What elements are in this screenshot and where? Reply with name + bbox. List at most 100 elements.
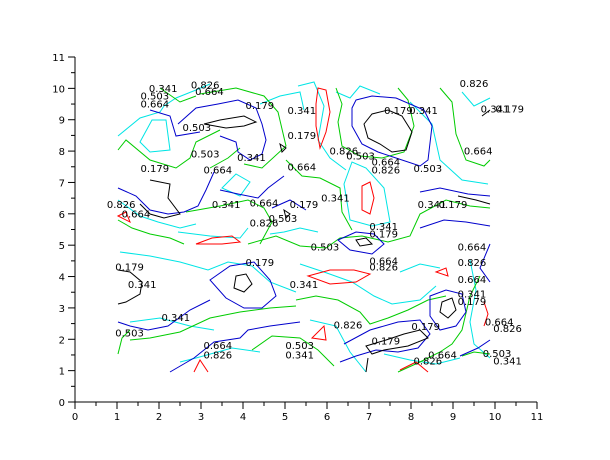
contour-level-label: 0.664	[464, 147, 493, 158]
y-tick-label: 8	[59, 147, 65, 158]
contour-cyan-14	[399, 263, 441, 273]
contour-green-1	[117, 129, 221, 169]
contour-cyan-18	[309, 319, 367, 373]
x-ticks: 0 1 2 3 4 5 6 7 8 9 10 11	[72, 402, 544, 423]
y-ticks: 0 1 2 3 4 5 6 7 8 9 10 11	[52, 53, 75, 409]
contour-black-4	[139, 179, 181, 219]
y-tick-label: 5	[59, 241, 65, 252]
contour-blue-10	[209, 261, 277, 309]
contour-level-label: 0.179	[439, 200, 468, 211]
contour-level-label: 0.179	[245, 101, 274, 112]
contour-level-label: 0.664	[369, 256, 398, 267]
contour-level-label: 0.179	[290, 200, 319, 211]
contour-level-label: 0.179	[245, 258, 274, 269]
contour-blue-7	[337, 231, 385, 255]
contour-level-label: 0.341	[149, 84, 178, 95]
contour-blue-16	[479, 243, 491, 283]
y-tick-label: 6	[59, 210, 65, 221]
contour-black-8	[233, 273, 253, 293]
contour-level-label: 0.664	[287, 162, 316, 173]
contour-blue-1	[149, 109, 201, 137]
contour-blue-5	[219, 175, 285, 199]
y-tick-label: 7	[59, 178, 65, 189]
contour-level-label: 0.664	[203, 341, 232, 352]
contour-level-label: 0.341	[128, 280, 157, 291]
contour-level-label: 0.503	[191, 150, 220, 161]
contour-blue-8	[419, 187, 491, 197]
contour-cyan-5	[335, 85, 381, 99]
contour-level-label: 0.179	[371, 336, 400, 347]
contour-level-label: 0.664	[458, 275, 487, 286]
contour-level-label: 0.826	[460, 79, 489, 90]
contour-level-label: 0.341	[237, 153, 266, 164]
contour-level-label: 0.826	[107, 200, 136, 211]
contour-level-label: 0.179	[140, 164, 169, 175]
y-tick-label: 10	[52, 84, 65, 95]
contour-level-label: 0.503	[483, 349, 512, 360]
contour-cyan-9	[119, 251, 297, 293]
contour-level-label: 0.826	[458, 258, 487, 269]
contour-red-2	[361, 181, 375, 215]
x-tick-label: 3	[198, 412, 204, 423]
contour-cyan-15	[469, 259, 491, 359]
contour-green-5	[285, 159, 353, 231]
contour-level-label: 0.179	[115, 263, 144, 274]
contour-black-11	[365, 329, 429, 355]
contour-green-3	[199, 87, 287, 169]
contour-green-11	[129, 305, 297, 341]
contour-blue-13	[169, 321, 301, 373]
contour-blue-12	[117, 299, 211, 331]
contour-cyan-12	[343, 161, 391, 227]
contour-red-10	[483, 301, 489, 327]
contour-level-label: 0.826	[413, 357, 442, 368]
contour-black-3	[363, 109, 413, 153]
contour-level-label: 0.826	[250, 219, 279, 230]
contour-green-15	[117, 329, 131, 355]
contour-black-5	[283, 208, 291, 219]
contour-level-label: 0.179	[384, 106, 413, 117]
x-tick-label: 7	[366, 412, 372, 423]
contour-level-label: 0.503	[182, 123, 211, 134]
contour-level-label: 0.826	[329, 147, 358, 158]
contour-level-black	[117, 109, 491, 373]
contour-green-6	[335, 87, 415, 159]
contour-level-label: 0.179	[495, 104, 524, 115]
contour-level-label: 0.503	[285, 341, 314, 352]
contour-blue-15	[459, 339, 491, 357]
contour-black-10	[117, 269, 143, 305]
contour-level-label: 0.826	[369, 263, 398, 274]
x-tick-label: 1	[114, 412, 120, 423]
contour-level-label: 0.826	[493, 324, 522, 335]
x-tick-label: 8	[408, 412, 414, 423]
contour-level-blue	[117, 95, 491, 373]
contour-blue-6	[271, 199, 307, 211]
y-tick-label: 3	[59, 304, 65, 315]
contour-cyan-4	[297, 81, 347, 171]
contour-cyan-3	[259, 91, 305, 111]
contour-blue-11	[429, 289, 467, 331]
contour-red-7	[310, 324, 327, 341]
contour-green-16	[461, 351, 491, 357]
contour-red-1	[315, 87, 331, 150]
contour-level-label: 0.664	[195, 87, 224, 98]
contour-cyan-6	[409, 101, 489, 185]
contour-blue-9	[419, 219, 491, 229]
contour-level-label: 0.341	[285, 350, 314, 361]
x-tick-label: 11	[531, 412, 544, 423]
contour-level-label: 0.664	[122, 209, 151, 220]
x-tick-label: 4	[240, 412, 246, 423]
y-tick-label: 2	[59, 335, 65, 346]
contour-cyan-8	[117, 199, 197, 229]
y-tick-label: 9	[59, 116, 65, 127]
contour-level-label: 0.341	[290, 280, 319, 291]
contour-black-7	[457, 195, 491, 205]
contour-level-green	[117, 87, 491, 373]
contour-level-label: 0.341	[409, 106, 438, 117]
contour-cyan-1	[117, 83, 211, 137]
contour-level-label: 0.341	[458, 289, 487, 300]
contour-level-label: 0.664	[458, 242, 487, 253]
contour-level-label: 0.503	[346, 151, 375, 162]
contour-level-red	[116, 87, 489, 373]
